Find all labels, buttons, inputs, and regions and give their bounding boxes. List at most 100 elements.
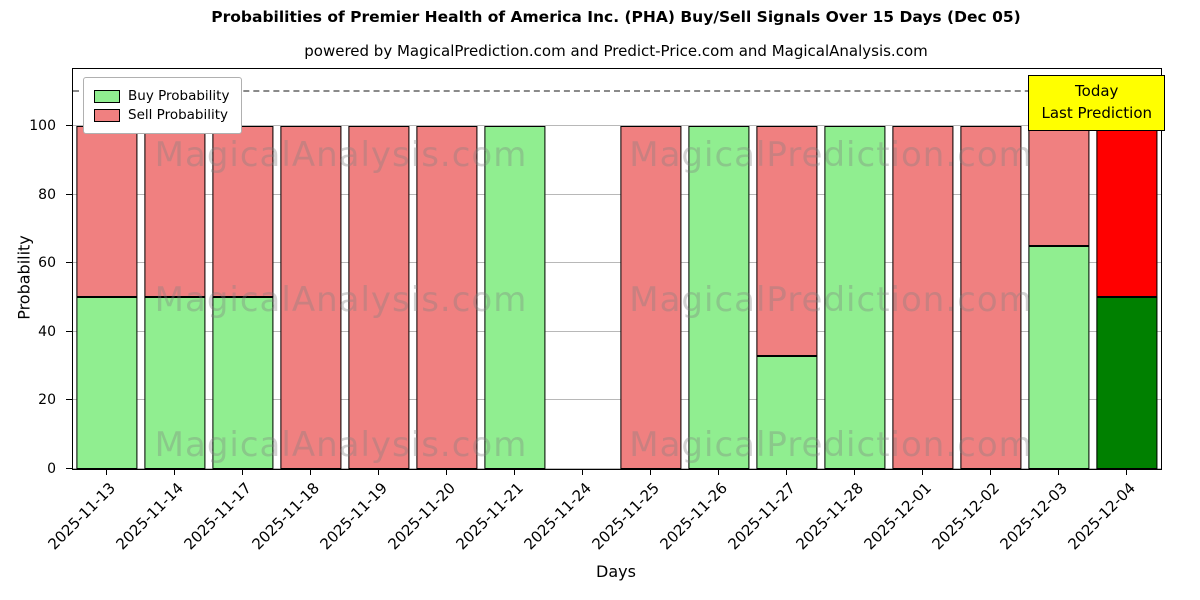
- sell-segment: [892, 125, 954, 469]
- bar-group: [756, 69, 818, 469]
- legend-label-buy: Buy Probability: [128, 88, 230, 104]
- x-tick-mark: [786, 469, 787, 475]
- bar-group: [1028, 69, 1090, 469]
- buy-segment: [756, 355, 818, 469]
- x-tick-mark: [922, 469, 923, 475]
- x-tick-mark: [174, 469, 175, 475]
- x-tick-label: 2025-12-01: [860, 479, 935, 554]
- x-tick-mark: [650, 469, 651, 475]
- x-tick-mark: [106, 469, 107, 475]
- y-tick-label: 80: [38, 186, 56, 203]
- bar-group: [212, 69, 274, 469]
- annotation-line-1: Today: [1075, 82, 1119, 100]
- x-tick-mark: [242, 469, 243, 475]
- x-tick-label: 2025-11-17: [180, 479, 255, 554]
- legend: Buy Probability Sell Probability: [83, 77, 243, 134]
- gridline: [73, 399, 1161, 401]
- x-tick-label: 2025-11-27: [724, 479, 799, 554]
- x-tick-label: 2025-11-14: [112, 479, 187, 554]
- y-tick-label: 20: [38, 392, 56, 409]
- sell-segment: [144, 125, 206, 298]
- sell-color-swatch: [94, 108, 120, 122]
- x-tick-mark: [1058, 469, 1059, 475]
- y-tick-label: 60: [38, 255, 56, 272]
- buy-segment: [1028, 246, 1090, 469]
- x-tick-mark: [854, 469, 855, 475]
- y-tick-mark: [66, 262, 73, 264]
- plot-area: Buy Probability Sell Probability Today L…: [66, 68, 1165, 470]
- x-tick-mark: [378, 469, 379, 475]
- gridline: [73, 330, 1161, 332]
- sell-segment: [960, 125, 1022, 469]
- x-tick-label: 2025-12-03: [996, 479, 1071, 554]
- buy-segment: [484, 125, 546, 469]
- x-tick-label: 2025-11-26: [656, 479, 731, 554]
- y-tick-mark: [66, 468, 73, 469]
- y-axis-ticks: 0 20 40 60 80 100: [0, 68, 66, 477]
- gridline: [73, 262, 1161, 264]
- y-tick-label: 40: [38, 323, 56, 340]
- y-tick-mark: [66, 399, 73, 401]
- annotation-line-2: Last Prediction: [1041, 103, 1152, 122]
- x-tick-mark: [446, 469, 447, 475]
- bar-group: [892, 69, 954, 469]
- buy-segment: [212, 297, 274, 469]
- buy-segment: [824, 125, 886, 469]
- today-annotation-box: Today Last Prediction: [1028, 75, 1165, 131]
- buy-segment: [688, 125, 750, 469]
- x-tick-label: 2025-11-28: [792, 479, 867, 554]
- x-tick-label: 2025-11-19: [316, 479, 391, 554]
- bar-group: [1096, 69, 1158, 469]
- x-tick-label: 2025-11-21: [452, 479, 527, 554]
- sell-segment: [1028, 125, 1090, 247]
- x-tick-mark: [310, 469, 311, 475]
- chart-subtitle: powered by MagicalPrediction.com and Pre…: [304, 42, 928, 60]
- sell-segment: [416, 125, 478, 469]
- x-tick-mark: [514, 469, 515, 475]
- x-axis-ticks: 2025-11-13 2025-11-14 2025-11-17 2025-11-18…: [44, 469, 1160, 569]
- buy-segment: [1096, 297, 1158, 469]
- sell-segment: [1096, 125, 1158, 298]
- gridline: [73, 193, 1161, 195]
- bar-group: [620, 69, 682, 469]
- buy-segment: [76, 297, 138, 469]
- sell-segment: [212, 125, 274, 298]
- x-tick-mark: [582, 469, 583, 475]
- sell-segment: [756, 125, 818, 356]
- x-axis-label: Days: [596, 562, 636, 581]
- x-tick-label: 2025-12-02: [928, 479, 1003, 554]
- x-tick-label: 2025-11-20: [384, 479, 459, 554]
- y-tick-label: 0: [47, 461, 56, 477]
- buy-color-swatch: [94, 89, 120, 103]
- x-tick-label: 2025-11-24: [520, 479, 595, 554]
- sell-segment: [620, 125, 682, 469]
- buy-segment: [144, 297, 206, 469]
- bar-group: [76, 69, 138, 469]
- legend-entry-buy: Buy Probability: [94, 88, 229, 104]
- y-tick-mark: [66, 193, 73, 195]
- sell-segment: [348, 125, 410, 469]
- y-tick-label: 100: [29, 117, 56, 134]
- gridline: [73, 124, 1161, 126]
- x-tick-label: 2025-12-04: [1064, 479, 1139, 554]
- x-tick-mark: [1126, 469, 1127, 475]
- legend-entry-sell: Sell Probability: [94, 107, 229, 123]
- sell-segment: [76, 125, 138, 298]
- bar-group: [280, 69, 342, 469]
- x-tick-label: 2025-11-18: [248, 479, 323, 554]
- x-tick-label: 2025-11-25: [588, 479, 663, 554]
- bar-group: [416, 69, 478, 469]
- x-tick-mark: [990, 469, 991, 475]
- bar-group: [688, 69, 750, 469]
- y-tick-mark: [66, 330, 73, 332]
- bar-group: [484, 69, 546, 469]
- bar-group: [960, 69, 1022, 469]
- chart-title: Probabilities of Premier Health of Ameri…: [211, 8, 1021, 26]
- bar-group: [348, 69, 410, 469]
- x-tick-mark: [718, 469, 719, 475]
- gridline: [73, 468, 1161, 469]
- bar-group: [144, 69, 206, 469]
- x-tick-label: 2025-11-13: [44, 479, 119, 554]
- bar-group: [824, 69, 886, 469]
